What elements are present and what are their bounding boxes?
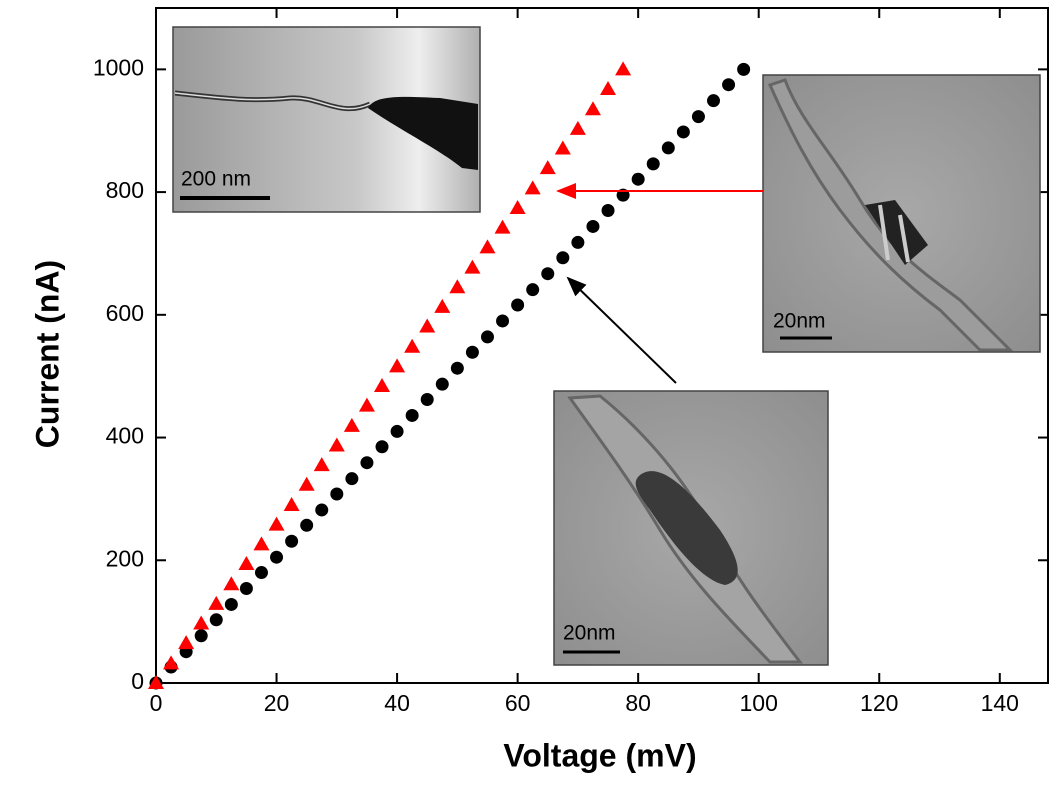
data-point: [345, 472, 359, 486]
data-point: [511, 298, 525, 312]
data-point: [691, 110, 705, 124]
data-point: [524, 180, 541, 195]
data-point: [479, 239, 496, 254]
data-point: [707, 94, 720, 108]
data-point: [435, 377, 449, 391]
data-point: [238, 555, 255, 570]
data-point: [419, 318, 436, 333]
data-point: [541, 267, 555, 281]
data-point: [509, 200, 526, 215]
data-point: [526, 283, 540, 297]
data-point: [465, 345, 479, 359]
x-tick-label: 120: [860, 690, 898, 716]
data-point: [584, 101, 601, 116]
data-point: [253, 536, 270, 551]
data-point: [420, 393, 434, 406]
data-point: [569, 120, 586, 135]
y-tick-label: 0: [131, 668, 144, 694]
data-point: [646, 157, 660, 171]
data-point: [270, 550, 284, 564]
data-point: [343, 417, 360, 432]
data-point: [358, 397, 375, 412]
data-point: [722, 78, 736, 92]
data-point: [600, 81, 617, 95]
data-point: [390, 424, 404, 438]
inset-image: 20nm: [553, 390, 829, 666]
data-point: [254, 566, 268, 580]
data-point: [300, 518, 314, 532]
scale-label: 20nm: [563, 622, 616, 645]
plot-area: [148, 7, 1049, 690]
data-point: [464, 259, 481, 274]
x-tick-label: 140: [981, 690, 1019, 716]
data-point: [224, 597, 238, 611]
data-point: [209, 613, 223, 627]
inset-image: 20nm: [762, 74, 1041, 353]
x-tick-label: 40: [384, 690, 410, 716]
y-tick-label: 600: [106, 300, 144, 326]
data-point: [163, 655, 180, 670]
x-tick-label: 80: [625, 690, 651, 716]
data-point: [539, 160, 556, 175]
data-point: [571, 235, 585, 249]
data-point: [450, 361, 464, 375]
data-point: [283, 497, 300, 512]
data-point: [389, 358, 406, 373]
data-point: [375, 440, 389, 454]
y-tick-label: 1000: [93, 54, 144, 80]
data-point: [268, 516, 285, 531]
data-point: [313, 457, 330, 472]
data-point: [405, 408, 419, 422]
data-point: [194, 629, 208, 643]
scale-label: 20nm: [773, 310, 826, 333]
data-point: [601, 204, 615, 217]
data-point: [404, 338, 421, 353]
data-point: [737, 62, 751, 76]
data-point: [328, 437, 345, 452]
data-point: [330, 487, 344, 501]
data-point: [148, 675, 164, 689]
data-point: [285, 534, 299, 548]
inset-image: 200 nm: [172, 26, 481, 213]
x-tick-label: 60: [505, 690, 531, 716]
data-point: [193, 615, 210, 630]
data-point: [223, 576, 240, 591]
data-point: [360, 456, 374, 470]
y-tick-label: 400: [106, 423, 144, 449]
data-point: [374, 378, 391, 392]
x-axis-title: Voltage (mV): [503, 737, 696, 773]
data-point: [298, 476, 315, 491]
data-point: [434, 298, 451, 313]
y-tick-label: 200: [106, 545, 144, 571]
x-tick-label: 20: [264, 690, 290, 716]
scale-label: 200 nm: [181, 168, 251, 191]
data-point: [586, 219, 600, 233]
data-point: [449, 279, 466, 294]
plot-frame: [155, 7, 1049, 684]
data-point: [178, 635, 195, 650]
data-point: [239, 582, 253, 595]
data-point: [631, 172, 645, 186]
data-point: [556, 251, 570, 265]
data-point: [494, 219, 511, 234]
data-point: [676, 125, 690, 139]
data-point: [661, 141, 675, 155]
x-tick-label: 100: [740, 690, 778, 716]
data-point: [554, 140, 571, 155]
data-point: [615, 61, 632, 76]
y-tick-label: 800: [106, 177, 144, 203]
data-point: [208, 595, 225, 610]
arrow: [566, 276, 677, 384]
x-tick-label: 0: [150, 690, 163, 716]
data-point: [496, 314, 510, 328]
data-point: [315, 503, 329, 517]
y-axis-title: Current (nA): [29, 260, 65, 448]
data-point: [480, 330, 494, 344]
